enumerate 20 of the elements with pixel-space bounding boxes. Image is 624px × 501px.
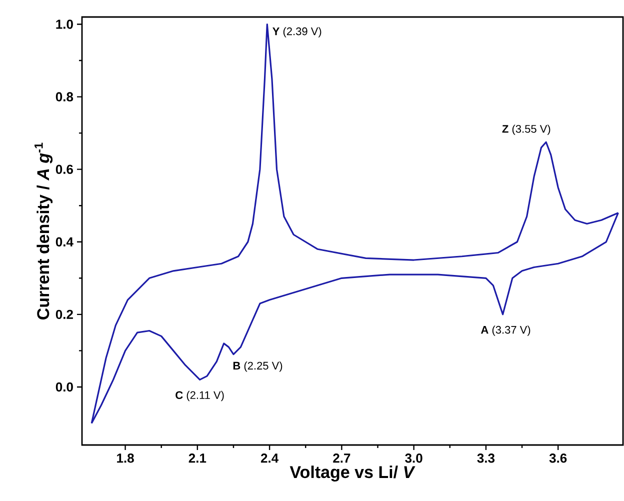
y-tick-label: 0.6 (56, 164, 73, 174)
x-tick-label: 2.4 (260, 454, 279, 463)
x-tick-label: 2.7 (333, 454, 350, 463)
y-tick-label: 0.4 (56, 237, 74, 246)
x-tick-label: 3.3 (477, 454, 495, 463)
y-tick-label: 0.2 (56, 310, 73, 320)
y-tick-label: 0.0 (56, 382, 73, 392)
annotation: Z (3.55 V) (502, 124, 550, 135)
y-tick-label: 0.8 (56, 92, 74, 102)
annotation: C (2.11 V) (176, 390, 224, 402)
x-tick-label: 2.1 (188, 454, 206, 463)
annotation: A (3.37 V) (480, 326, 530, 336)
annotation: B (2.25 V) (233, 362, 282, 372)
x-tick-label: 3.6 (549, 454, 567, 463)
x-tick-label: 3.0 (405, 454, 422, 463)
x-axis-title: Voltage vs Li/ V (290, 466, 416, 482)
y-tick-label: 1.0 (56, 20, 73, 29)
y-axis-title: Current density / A g$^{-1}$ (34, 142, 53, 320)
x-tick-label: 1.8 (117, 454, 134, 463)
annotation: Y (2.39 V) (272, 27, 322, 38)
